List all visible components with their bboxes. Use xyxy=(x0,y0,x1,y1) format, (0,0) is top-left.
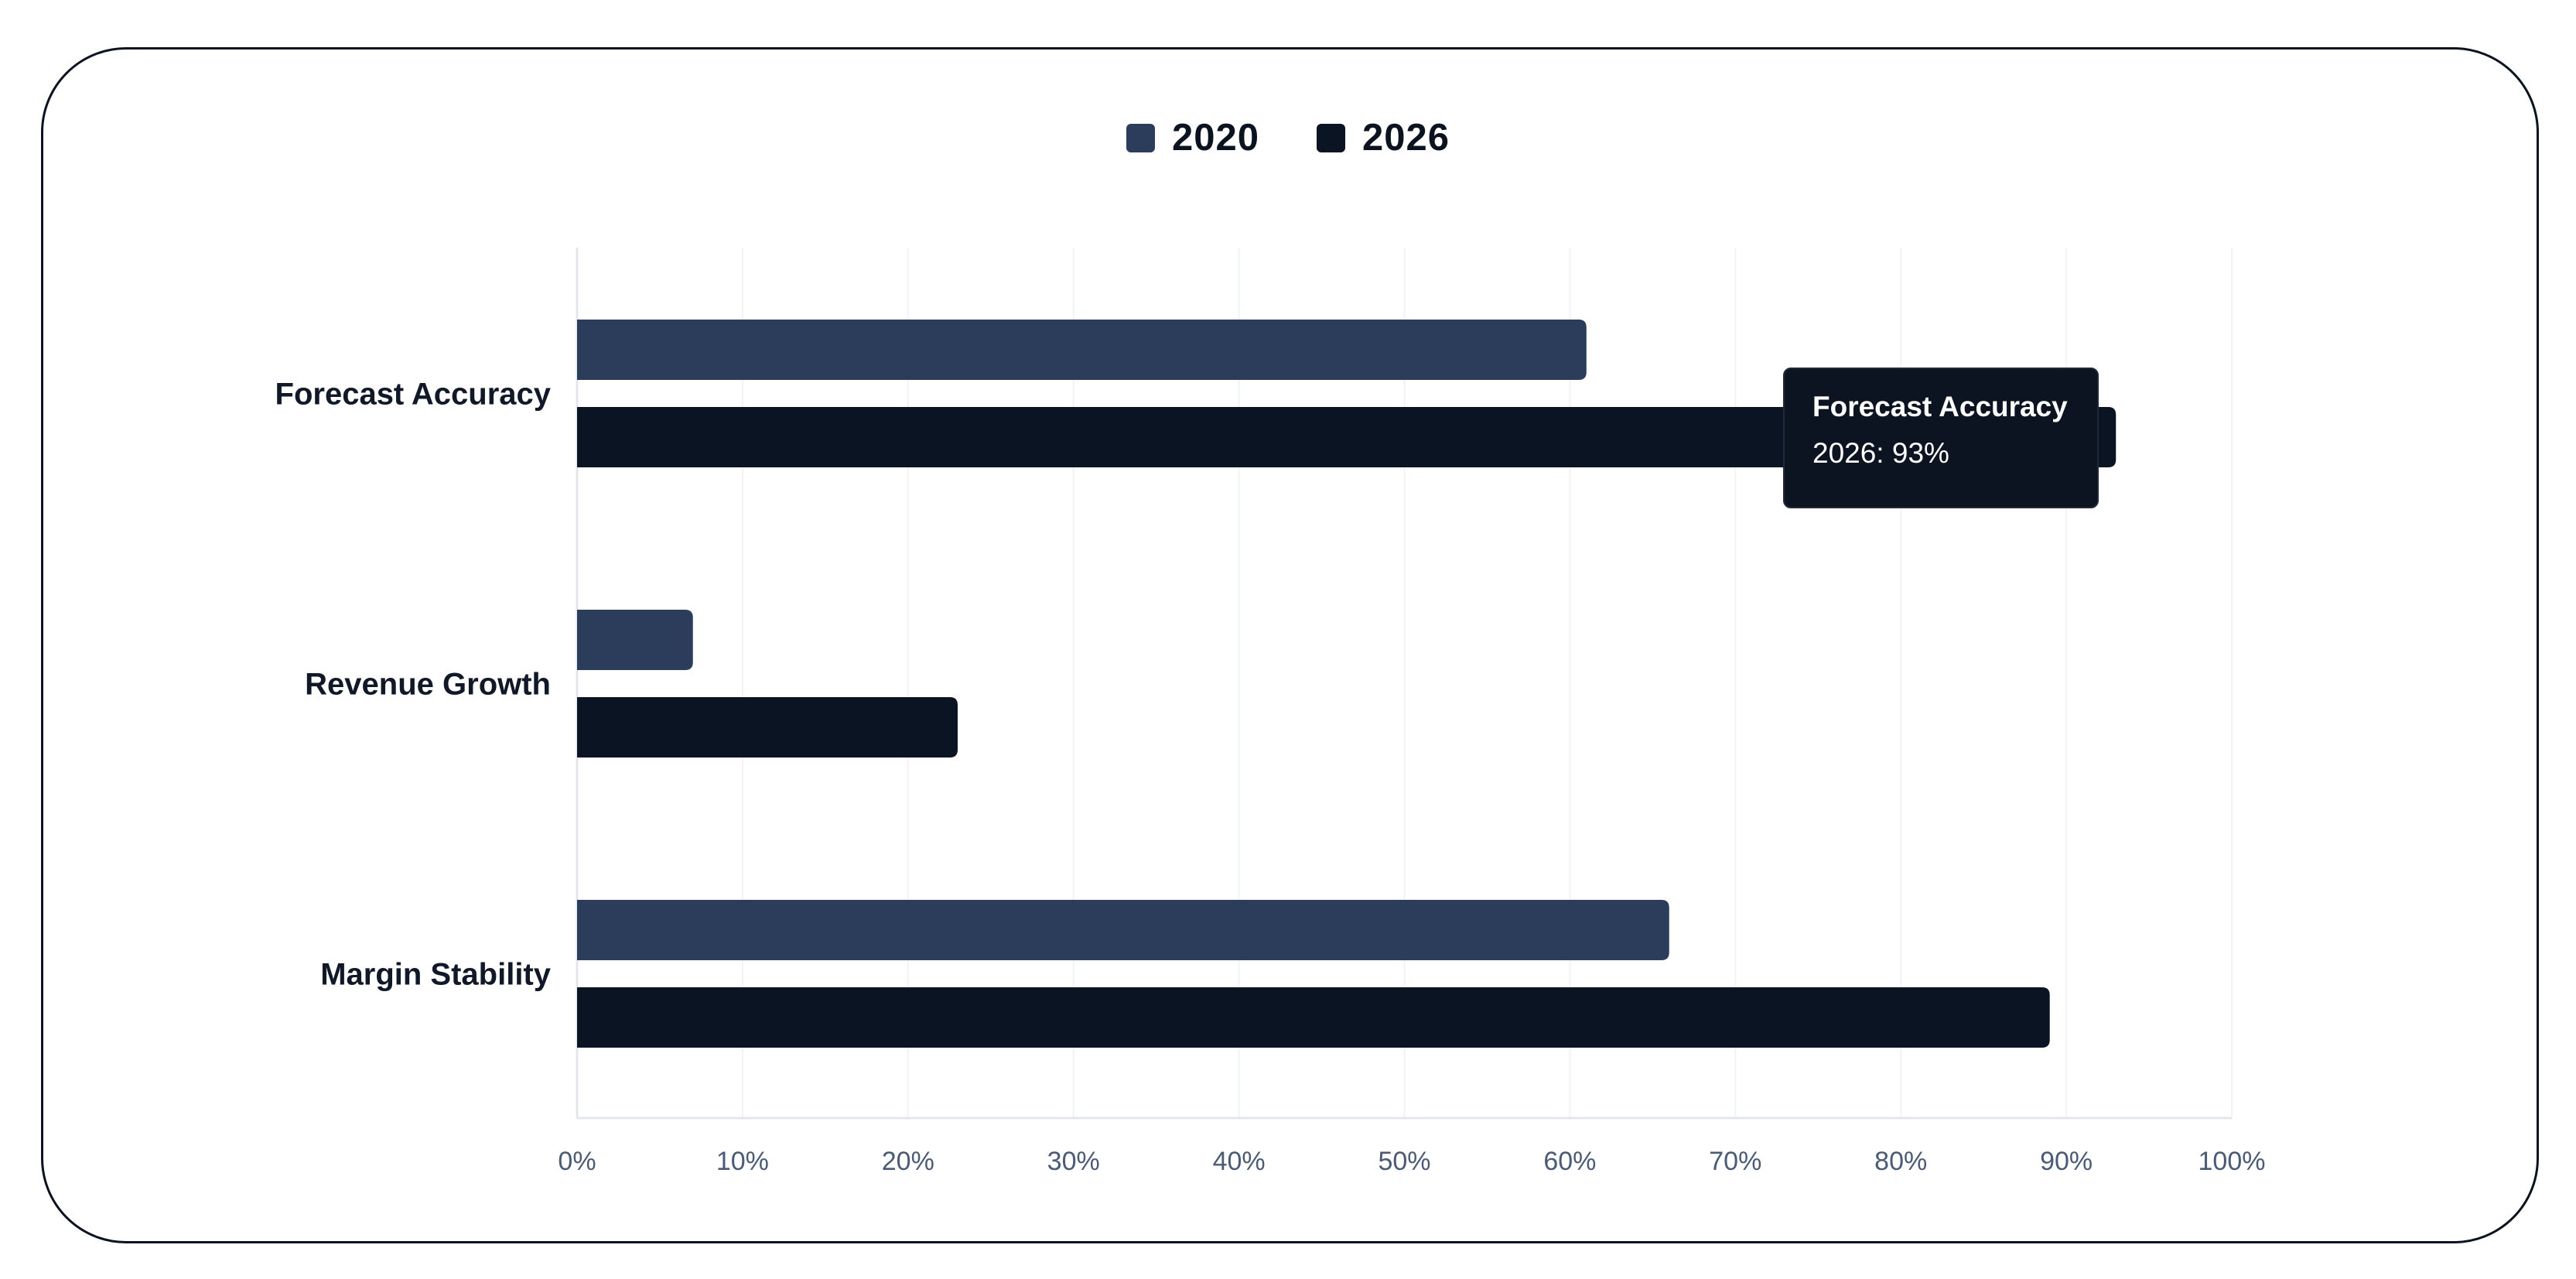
legend: 2020 2026 xyxy=(0,116,2576,159)
x-tick-label: 90% xyxy=(2040,1147,2093,1176)
bar-2026-0[interactable] xyxy=(577,407,2116,467)
bar-2026-1[interactable] xyxy=(577,697,958,757)
tooltip-value: 2026: 93% xyxy=(1812,437,1949,469)
bar-2020-0[interactable] xyxy=(577,320,1587,380)
x-tick-label: 40% xyxy=(1213,1147,1266,1176)
x-tick-label: 70% xyxy=(1709,1147,1761,1176)
legend-label-2026: 2026 xyxy=(1362,117,1450,159)
legend-swatch-2020 xyxy=(1126,123,1155,152)
category-label: Revenue Growth xyxy=(305,668,551,702)
bar-2020-1[interactable] xyxy=(577,610,693,670)
x-tick-label: 10% xyxy=(716,1147,769,1176)
legend-item-2026[interactable]: 2026 xyxy=(1317,116,1450,159)
x-tick-label: 30% xyxy=(1047,1147,1100,1176)
tooltip: Forecast Accuracy 2026: 93% xyxy=(1783,368,2099,508)
legend-label-2020: 2020 xyxy=(1171,117,1259,159)
category-label: Margin Stability xyxy=(320,958,552,992)
bar-2020-2[interactable] xyxy=(577,900,1669,960)
tooltip-title: Forecast Accuracy xyxy=(1812,391,2068,422)
x-tick-label: 50% xyxy=(1378,1147,1430,1176)
x-tick-label: 60% xyxy=(1543,1147,1596,1176)
category-label: Forecast Accuracy xyxy=(275,378,552,412)
x-tick-label: 80% xyxy=(1874,1147,1927,1176)
x-tick-label: 20% xyxy=(882,1147,934,1176)
legend-swatch-2026 xyxy=(1317,123,1345,152)
x-tick-label: 100% xyxy=(2198,1147,2266,1176)
x-tick-label: 0% xyxy=(558,1147,596,1176)
legend-item-2020[interactable]: 2020 xyxy=(1126,116,1259,159)
bar-2026-2[interactable] xyxy=(577,987,2050,1048)
